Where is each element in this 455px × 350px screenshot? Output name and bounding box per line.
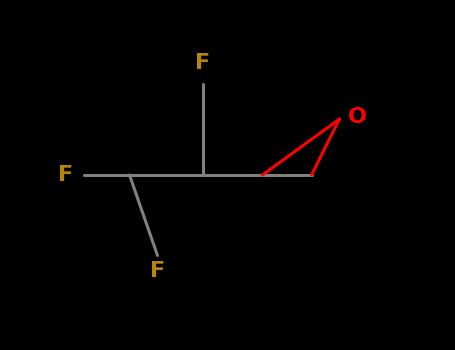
Text: O: O	[348, 107, 367, 127]
Text: F: F	[196, 53, 211, 73]
Text: F: F	[58, 165, 73, 185]
Text: F: F	[150, 261, 165, 281]
